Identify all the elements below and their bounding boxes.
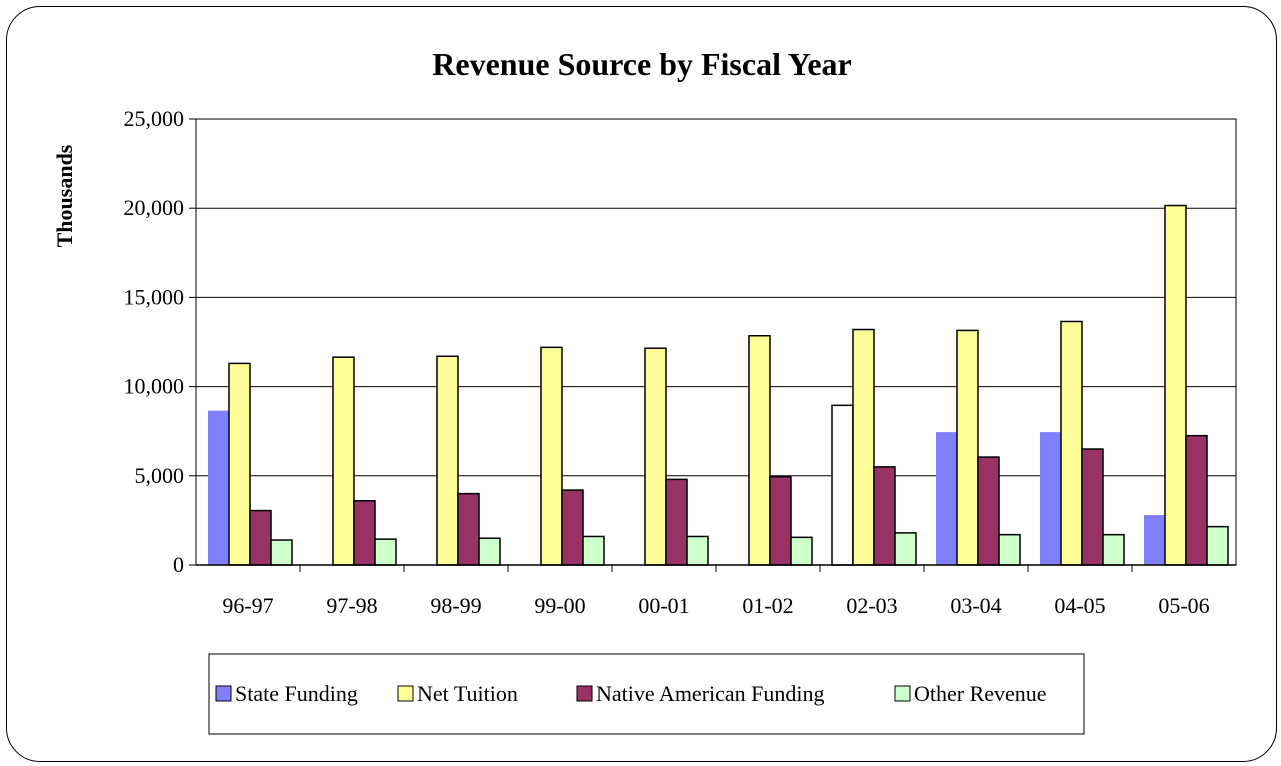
bar (894, 532, 917, 566)
y-axis-label: Thousands (52, 144, 77, 247)
x-tick-label: 99-00 (534, 593, 585, 618)
bar (686, 535, 709, 566)
bar (457, 492, 480, 566)
plot-area: 0 5,000 10,000 15,000 20,000 25,000 96-97 97-98… (124, 106, 1237, 618)
bar (644, 347, 667, 566)
chart-title: Revenue Source by Fiscal Year (432, 46, 852, 82)
y-tick-label: 20,000 (124, 195, 185, 220)
bar (353, 500, 376, 566)
bar (1164, 204, 1187, 566)
bar (374, 538, 397, 566)
x-tick-label: 04-05 (1054, 593, 1105, 618)
legend-swatch (894, 685, 911, 702)
y-tick-label: 0 (173, 552, 184, 577)
x-tick-label: 03-04 (950, 593, 1001, 618)
bar (1081, 448, 1104, 566)
bar (249, 509, 272, 566)
bar (831, 404, 854, 566)
bar (540, 346, 563, 566)
bar (1060, 320, 1083, 566)
bar (1102, 533, 1125, 566)
bar (873, 466, 896, 566)
bar (852, 328, 875, 566)
x-tick-label: 98-99 (430, 593, 481, 618)
bar (936, 432, 957, 565)
legend-swatch (397, 685, 414, 702)
bar (977, 456, 1000, 566)
bar (332, 356, 355, 566)
bar (228, 362, 251, 566)
bar (1144, 515, 1165, 565)
y-tick-label: 5,000 (135, 463, 185, 488)
x-tick-label: 01-02 (742, 593, 793, 618)
bar (790, 536, 813, 566)
x-tick-label: 00-01 (638, 593, 689, 618)
bar (1040, 432, 1061, 565)
bar (208, 410, 229, 565)
x-tick-label: 05-06 (1158, 593, 1209, 618)
bar (436, 355, 459, 566)
x-tick-label: 96-97 (222, 593, 273, 618)
legend-box (208, 653, 1085, 735)
bar (478, 537, 501, 566)
y-tick-label: 25,000 (124, 106, 185, 131)
bar (1185, 434, 1208, 566)
bar (1206, 525, 1229, 566)
legend-label: Net Tuition (417, 681, 518, 706)
y-tick-label: 15,000 (124, 284, 185, 309)
x-tick-label: 02-03 (846, 593, 897, 618)
bar (748, 335, 771, 566)
bar (769, 475, 792, 566)
bar (582, 535, 605, 566)
bar (998, 533, 1021, 566)
bar (561, 489, 584, 566)
legend-swatch (215, 685, 232, 702)
legend-label: State Funding (235, 681, 358, 706)
bar (270, 539, 293, 566)
bar (665, 478, 688, 566)
legend-label: Other Revenue (914, 681, 1047, 706)
legend: State Funding Net Tuition Native American … (208, 653, 1085, 735)
bar (956, 329, 979, 566)
x-tick-label: 97-98 (326, 593, 377, 618)
legend-swatch (576, 685, 593, 702)
legend-label: Native American Funding (596, 681, 825, 706)
y-tick-label: 10,000 (124, 374, 185, 399)
